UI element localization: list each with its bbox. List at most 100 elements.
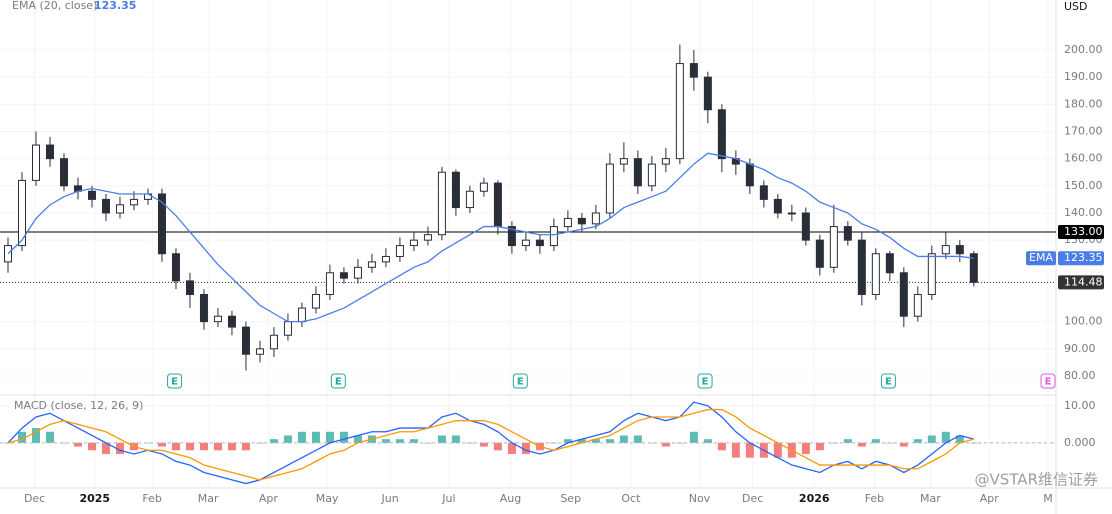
x-tick-label: 2026 (799, 492, 830, 505)
earnings-label: E (171, 377, 178, 388)
macd-histogram-bar (171, 442, 180, 451)
macd-histogram-bar (871, 439, 880, 443)
candle-body (255, 348, 264, 355)
macd-histogram-bar (115, 442, 124, 454)
candle-body (437, 171, 446, 236)
macd-histogram-bar (31, 428, 40, 443)
candle-body (759, 185, 768, 200)
macd-histogram-bar (297, 431, 306, 443)
y-tick-label: 200.00 (1064, 43, 1103, 56)
earnings-label: E (517, 377, 524, 388)
candle-body (647, 163, 656, 187)
candle-body (129, 198, 138, 206)
y-tick-label: 160.00 (1064, 152, 1103, 165)
x-tick-label: Dec (742, 492, 763, 505)
macd-histogram-bar (927, 435, 936, 443)
candle-body (843, 226, 852, 241)
macd-line (7, 408, 974, 481)
macd-histogram-bar (507, 442, 516, 454)
earnings-marker (697, 373, 713, 389)
macd-histogram-bar (941, 431, 950, 443)
macd-histogram-bar (311, 431, 320, 443)
macd-histogram-bar (955, 435, 964, 443)
hline-badge (1058, 225, 1104, 240)
x-tick-label: M (1043, 492, 1053, 505)
macd-histogram-bar (87, 442, 96, 451)
y-tick-label: 140.00 (1064, 206, 1103, 219)
earnings-label: E (702, 377, 709, 388)
macd-histogram-bar (843, 439, 852, 443)
macd-histogram-bar (619, 435, 628, 443)
candle-body (745, 163, 754, 187)
candle-body (955, 245, 964, 255)
candle-body (969, 253, 978, 283)
candle-body (101, 198, 110, 214)
x-tick-label: Mar (920, 492, 941, 505)
macd-histogram-bar (899, 442, 908, 447)
candle-body (899, 272, 908, 317)
candle-body (815, 239, 824, 268)
candle-body (619, 158, 628, 165)
macd-histogram-bar (339, 431, 348, 443)
x-tick-label: Aug (500, 492, 521, 505)
y-tick-label: 80.00 (1064, 369, 1096, 382)
ema-badge-text: 123.35 (1064, 251, 1103, 264)
candle-body (689, 63, 698, 78)
macd-histogram-bar (283, 435, 292, 443)
macd-histogram-bar (493, 442, 502, 451)
macd-histogram-bar (703, 439, 712, 443)
x-tick-label: Sep (560, 492, 581, 505)
x-tick-label: Jun (381, 492, 399, 505)
candle-body (521, 239, 530, 247)
macd-histogram-bar (857, 442, 866, 447)
x-tick-label: Nov (689, 492, 711, 505)
macd-histogram-bar (269, 439, 278, 443)
macd-histogram-bar (73, 442, 82, 447)
candle-body (17, 179, 26, 247)
candle-body (297, 307, 306, 323)
earnings-marker-upcoming (1040, 373, 1056, 389)
hline-badge-text: 133.00 (1064, 225, 1103, 238)
macd-tick-label: 0.000 (1064, 436, 1096, 449)
macd-histogram-bar (577, 439, 586, 443)
macd-histogram-bar (59, 442, 68, 444)
macd-title: MACD (close, 12, 26, 9) (14, 399, 143, 412)
candle-body (773, 198, 782, 214)
macd-histogram-bar (633, 435, 642, 443)
candle-body (479, 182, 488, 192)
macd-histogram-bar (745, 442, 754, 458)
candle-body (633, 158, 642, 187)
macd-histogram-bar (801, 442, 810, 454)
x-tick-label: Oct (621, 492, 641, 505)
candle-body (787, 212, 796, 215)
candle-body (157, 193, 166, 255)
candle-body (535, 239, 544, 247)
macd-histogram-bar (101, 442, 110, 454)
x-tick-label: Apr (259, 492, 279, 505)
ema-name-badge (1026, 251, 1056, 266)
y-tick-label: 190.00 (1064, 70, 1103, 83)
macd-histogram-bar (773, 442, 782, 458)
candle-body (283, 321, 292, 336)
earnings-marker (330, 373, 346, 389)
candle-body (353, 266, 362, 279)
candle-body (577, 217, 586, 225)
macd-histogram-bar (437, 435, 446, 443)
macd-histogram-bar (661, 442, 670, 447)
candle-body (451, 171, 460, 209)
candle-body (325, 272, 334, 295)
candle-body (507, 226, 516, 247)
x-tick-label: 2025 (79, 492, 110, 505)
earnings-label: E (1045, 377, 1052, 388)
candle-body (661, 158, 670, 165)
candle-body (717, 109, 726, 160)
ema-badge (1058, 251, 1104, 266)
candle-body (213, 315, 222, 323)
candle-body (675, 63, 684, 160)
macd-histogram-bar (409, 439, 418, 443)
candle-body (913, 293, 922, 317)
ema-name: EMA (1029, 251, 1053, 264)
macd-histogram-bar (45, 431, 54, 443)
macd-histogram-bar (591, 439, 600, 443)
